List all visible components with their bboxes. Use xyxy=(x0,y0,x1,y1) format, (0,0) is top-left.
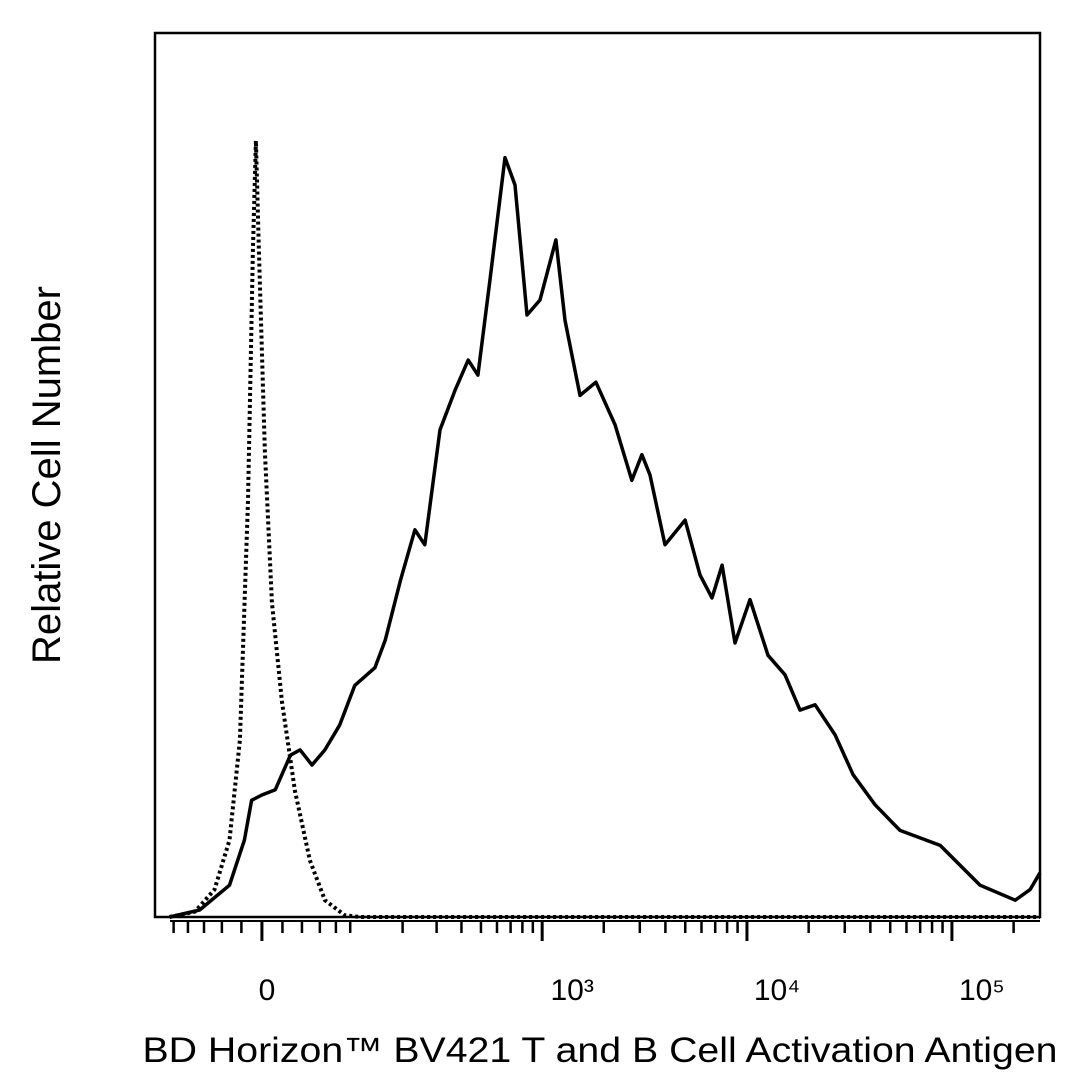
x-axis-title: BD Horizon™ BV421 T and B Cell Activatio… xyxy=(143,1031,1058,1070)
y-axis-title: Relative Cell Number xyxy=(25,286,69,664)
histogram-line xyxy=(169,155,1042,919)
x-tick-label: 10³ xyxy=(550,974,593,1007)
plot-frame xyxy=(153,31,1042,919)
x-tick-label: 10⁵ xyxy=(959,974,1005,1007)
histogram-line xyxy=(169,138,1040,919)
x-tick-label: 10⁴ xyxy=(754,974,800,1007)
x-tick-label: 0 xyxy=(259,974,276,1007)
